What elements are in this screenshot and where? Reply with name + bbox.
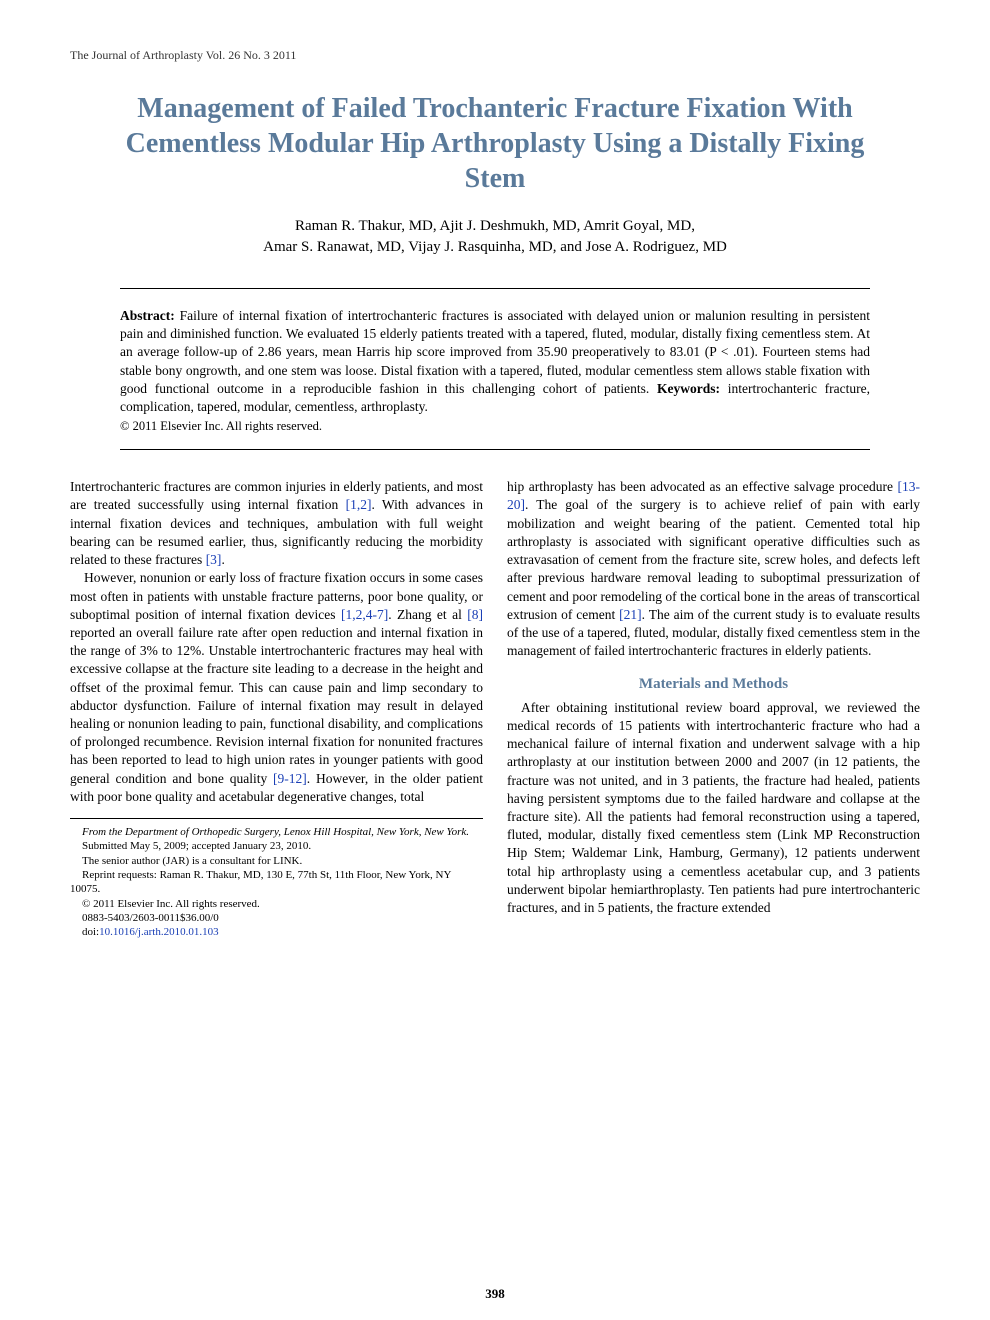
ref-link[interactable]: [8] (467, 607, 483, 622)
footnote-code: 0883-5403/2603-0011$36.00/0 (70, 911, 483, 925)
abstract-label: Abstract: (120, 308, 175, 323)
running-head: The Journal of Arthroplasty Vol. 26 No. … (70, 48, 920, 63)
section-heading-materials: Materials and Methods (507, 674, 920, 694)
left-column: Intertrochanteric fractures are common i… (70, 478, 483, 939)
text-span: . The goal of the surgery is to achieve … (507, 497, 920, 621)
right-para-2: After obtaining institutional review boa… (507, 699, 920, 918)
right-para-1: hip arthroplasty has been advocated as a… (507, 478, 920, 660)
text-span: hip arthroplasty has been advocated as a… (507, 479, 898, 494)
ref-link[interactable]: [21] (619, 607, 642, 622)
authors-line-2: Amar S. Ranawat, MD, Vijay J. Rasquinha,… (70, 237, 920, 258)
abstract-box: Abstract: Failure of internal fixation o… (120, 288, 870, 450)
footnote-reprint: Reprint requests: Raman R. Thakur, MD, 1… (70, 868, 483, 897)
keywords-label: Keywords: (657, 381, 720, 396)
doi-label: doi: (82, 926, 99, 938)
text-span: reported an overall failure rate after o… (70, 625, 483, 786)
footnote-from: From the Department of Orthopedic Surger… (70, 825, 483, 839)
right-column: hip arthroplasty has been advocated as a… (507, 478, 920, 939)
authors-block: Raman R. Thakur, MD, Ajit J. Deshmukh, M… (70, 216, 920, 258)
page-number: 398 (0, 1286, 990, 1302)
footnote-submitted: Submitted May 5, 2009; accepted January … (70, 839, 483, 853)
ref-link[interactable]: [3] (206, 552, 222, 567)
ref-link[interactable]: [9-12] (273, 771, 307, 786)
footnote-doi: doi:10.1016/j.arth.2010.01.103 (70, 925, 483, 939)
article-title: Management of Failed Trochanteric Fractu… (100, 91, 890, 196)
doi-link[interactable]: 10.1016/j.arth.2010.01.103 (99, 926, 218, 938)
footnote-copyright: © 2011 Elsevier Inc. All rights reserved… (70, 897, 483, 911)
footnote-disclosure: The senior author (JAR) is a consultant … (70, 854, 483, 868)
left-para-2: However, nonunion or early loss of fract… (70, 569, 483, 806)
ref-link[interactable]: [1,2,4-7] (341, 607, 388, 622)
left-para-1: Intertrochanteric fractures are common i… (70, 478, 483, 569)
footnotes: From the Department of Orthopedic Surger… (70, 818, 483, 939)
ref-link[interactable]: [1,2] (346, 497, 372, 512)
authors-line-1: Raman R. Thakur, MD, Ajit J. Deshmukh, M… (70, 216, 920, 237)
text-span: . Zhang et al (388, 607, 467, 622)
abstract-copyright: © 2011 Elsevier Inc. All rights reserved… (120, 418, 870, 435)
body-columns: Intertrochanteric fractures are common i… (70, 478, 920, 939)
text-span: . (221, 552, 224, 567)
